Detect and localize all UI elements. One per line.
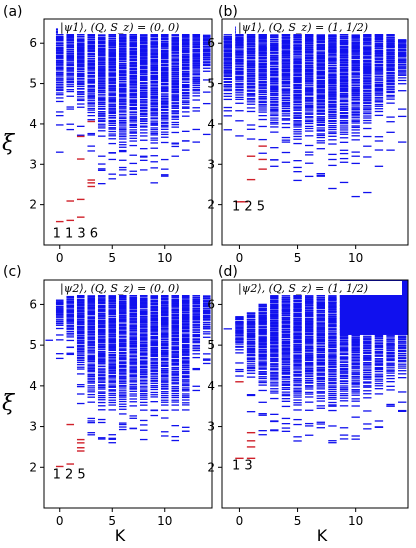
panel-title: |ψ2⟩, (Q, S_z) = (0, 0) — [60, 282, 179, 296]
panel-b-marks — [223, 23, 407, 203]
y-tick-label: 3 — [29, 420, 37, 434]
x-tick-label: 5 — [108, 251, 116, 265]
panel-title-bg — [58, 281, 206, 295]
panel-c: 0 5 10 2 3 4 5 6 |ψ2⟩, (Q, S_z) = (0, 0) (c) 1 2 5 — [3, 264, 213, 528]
panel-title-bg — [58, 20, 206, 34]
panel-letter: (a) — [3, 4, 23, 20]
panel-letter: (c) — [3, 264, 22, 280]
panel-c-marks — [45, 286, 211, 468]
panel-a-marks — [55, 23, 211, 223]
y-tick-label: 3 — [29, 157, 37, 171]
panel-c-frame — [43, 279, 213, 509]
x-tick-label: 10 — [348, 251, 363, 265]
panel-title: |ψ1⟩, (Q, S_z) = (0, 0) — [60, 21, 179, 35]
x-tick-label: 5 — [294, 251, 302, 265]
x-tick-label: 5 — [108, 514, 116, 528]
y-tick-label: 2 — [207, 198, 215, 212]
panel-b: 0 5 10 2 3 4 5 6 |ψ1⟩, (Q, S_z) = (1, 1/2)(b) 1 2… — [207, 4, 409, 265]
panel-a-frame — [43, 18, 213, 246]
x-tick-label: 10 — [157, 514, 172, 528]
y-tick-label: 6 — [29, 36, 37, 50]
panel-a: 0 5 10 2 3 4 5 6 |ψ1⟩, (Q, S_z) = (0, 0) (a) 1 1 3… — [3, 4, 213, 265]
y-tick-label: 5 — [29, 338, 37, 352]
y-tick-label: 2 — [29, 198, 37, 212]
y-tick-label: 5 — [29, 77, 37, 91]
x-tick-label: 0 — [236, 251, 244, 265]
y-tick-label: 4 — [29, 117, 37, 131]
x-tick-label: 0 — [56, 514, 64, 528]
panel-title: |ψ1⟩, (Q, S_z) = (1, 1/2) — [238, 21, 368, 35]
y-tick-label: 6 — [207, 36, 215, 50]
degeneracy-annotation: 1 2 5 — [232, 200, 265, 215]
panel-b-frame — [221, 18, 409, 246]
y-tick-label: 4 — [29, 379, 37, 393]
degeneracy-annotation: 1 1 3 6 — [53, 227, 98, 242]
panel-title-bg — [236, 20, 402, 34]
y-tick-label: 4 — [207, 117, 215, 131]
degeneracy-annotation: 1 2 5 — [53, 468, 86, 483]
x-tick-label: 10 — [157, 251, 172, 265]
panels-group: 0 5 10 2 3 4 5 6 |ψ1⟩, (Q, S_z) = (0, 0) (a) 1 1 3… — [3, 4, 409, 528]
panel-letter: (b) — [218, 4, 238, 20]
y-tick-label: 3 — [207, 157, 215, 171]
y-tick-label: 5 — [207, 77, 215, 91]
x-tick-label: 0 — [56, 251, 64, 265]
y-tick-label: 6 — [29, 297, 37, 311]
y-tick-label: 2 — [29, 460, 37, 474]
panel-d-marks — [223, 280, 408, 460]
